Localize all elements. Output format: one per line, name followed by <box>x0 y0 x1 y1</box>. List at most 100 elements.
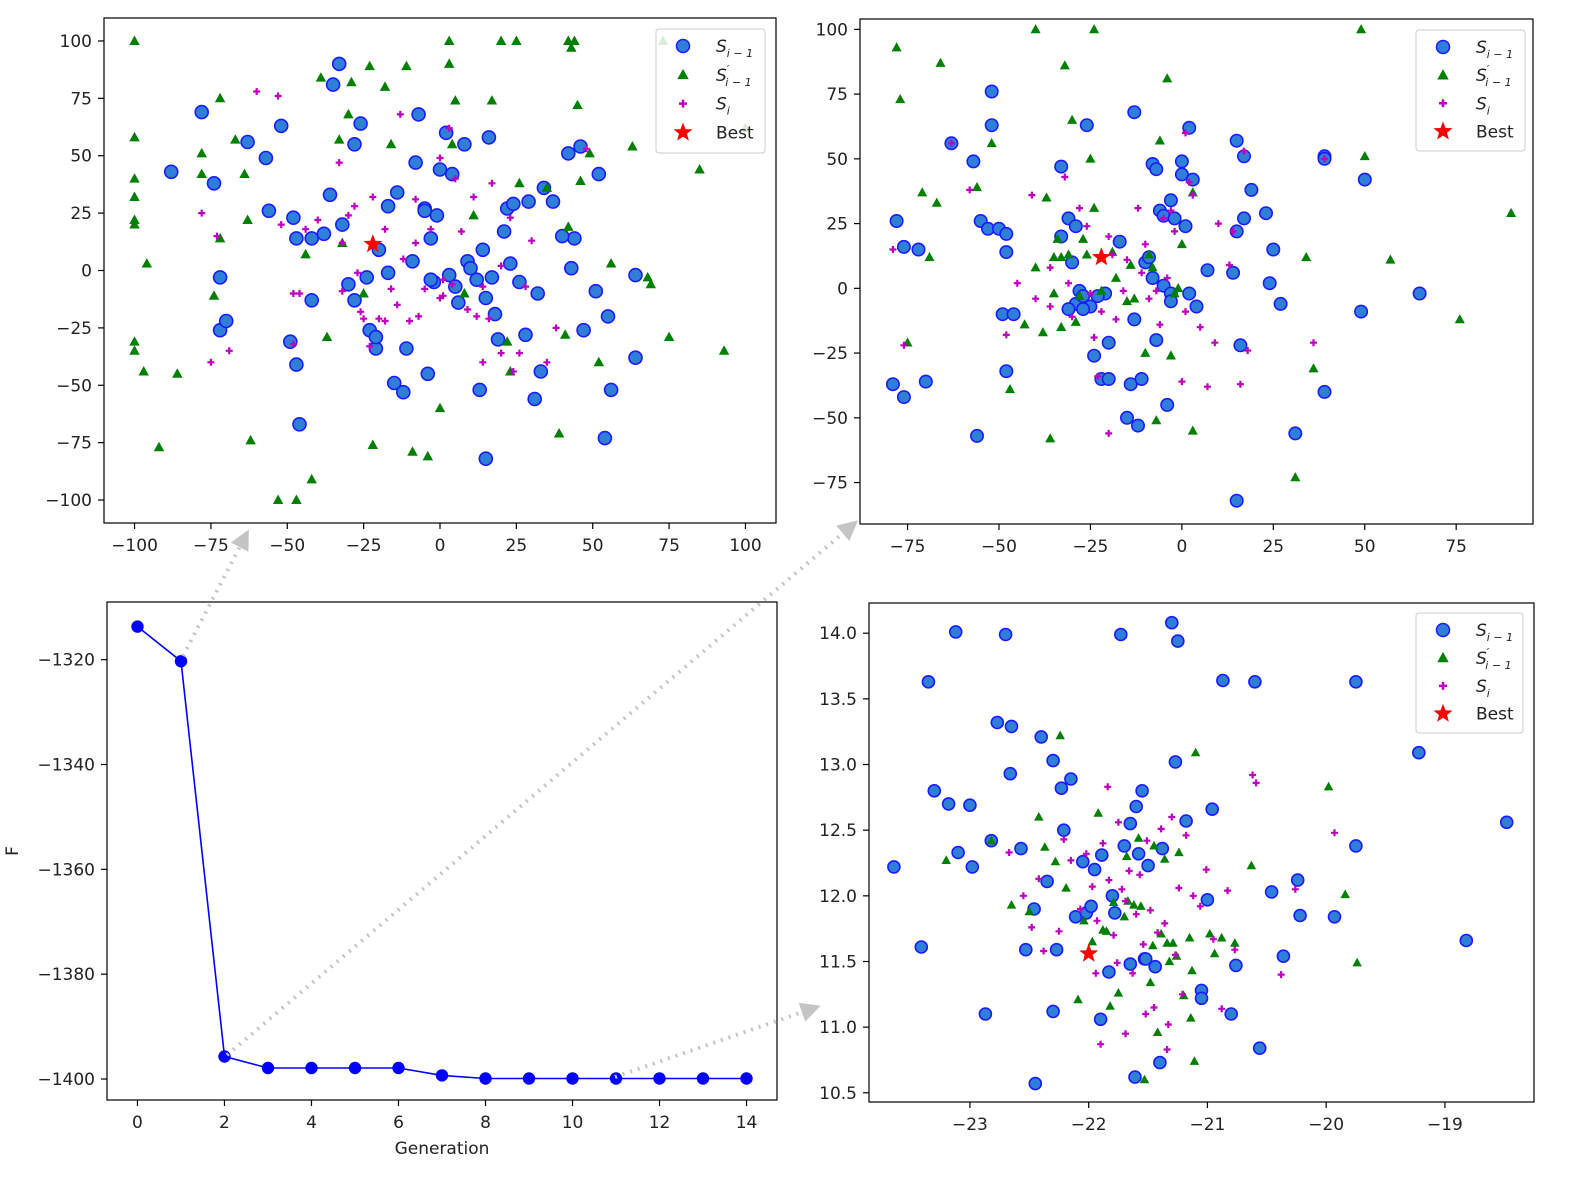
s-i-point <box>302 225 310 233</box>
s-prev-point <box>304 292 320 308</box>
s-prime-point <box>1176 239 1187 249</box>
s-prime-point <box>1059 60 1070 70</box>
fitness-point <box>218 1050 231 1063</box>
s-i-point <box>1310 339 1317 347</box>
legend-marker-s-prev <box>1435 39 1451 55</box>
s-i-point <box>479 283 487 291</box>
s-prev-point <box>484 270 500 285</box>
s-prev-point <box>1148 959 1162 974</box>
s-prev-point <box>1171 634 1185 648</box>
scatter-panel-gen11: −23 −22 −21 −20 −19 14.0 13.5 13.0 12.5 12.0 11.5 1… <box>819 602 1535 1135</box>
s-prev-point <box>1145 270 1160 285</box>
s-i-point <box>552 324 560 332</box>
s-prime-point <box>917 187 928 197</box>
s-prev-point <box>588 283 604 299</box>
s-prime-point <box>1173 283 1184 293</box>
s-prev-point <box>533 364 549 379</box>
s-prev-point <box>889 214 904 229</box>
s-prime-point <box>1037 327 1048 337</box>
s-prime-point <box>559 329 571 339</box>
s-prime-point <box>1174 847 1184 857</box>
s-prime-point <box>1209 948 1220 958</box>
s-prime-point <box>1352 957 1362 967</box>
y-tick-label: −50 <box>812 409 848 429</box>
s-prime-point <box>291 494 302 504</box>
x-tick-label: −75 <box>890 537 926 557</box>
s-i-point <box>1182 831 1190 839</box>
s-prime-point <box>642 271 653 282</box>
s-prime-point <box>1147 262 1158 272</box>
s-i-point <box>1097 1040 1105 1048</box>
s-prev-point <box>399 341 414 356</box>
s-prev-point <box>1131 846 1146 861</box>
s-prime-point <box>1056 321 1067 332</box>
fitness-point <box>348 1061 362 1075</box>
s-i-point <box>289 290 297 297</box>
s-prev-point <box>304 231 320 246</box>
s-i-point <box>1105 233 1113 240</box>
s-prime-point <box>1045 433 1056 443</box>
s-i-point <box>427 225 435 233</box>
s-prev-point <box>1093 1012 1108 1027</box>
s-prev-point <box>1123 377 1138 392</box>
s-i-point <box>947 139 955 147</box>
s-i-point <box>1134 204 1142 212</box>
x-tick-label: −50 <box>269 536 305 556</box>
s-prev-point <box>472 382 488 398</box>
s-i-point <box>497 349 505 357</box>
s-prime-point <box>1165 350 1176 360</box>
s-prime-point <box>1139 1074 1150 1084</box>
s-prev-point <box>887 860 901 874</box>
s-prime-point <box>1061 883 1071 892</box>
s-prev-point <box>496 224 512 239</box>
s-i-point <box>1032 295 1040 303</box>
legend-marker-s-i <box>1439 99 1447 108</box>
s-prime-point <box>1301 252 1312 262</box>
legend-marker-s-prime <box>677 68 689 80</box>
s-prev-point <box>567 231 582 246</box>
s-prev-point <box>1129 799 1143 814</box>
s-prev-point <box>1163 193 1178 208</box>
s-prev-point <box>1046 753 1060 768</box>
s-i-point <box>473 312 481 320</box>
s-prev-point <box>1046 1004 1060 1019</box>
s-prev-point <box>395 384 411 400</box>
s-i-point <box>1168 813 1176 821</box>
legend-marker-best <box>1433 703 1453 722</box>
s-i-point <box>1118 885 1126 893</box>
s-prime-point <box>553 428 565 438</box>
s-prev-point <box>1229 493 1244 508</box>
s-i-point <box>1163 1046 1171 1053</box>
s-prev-point <box>353 116 368 131</box>
x-tick-label: −25 <box>346 536 382 556</box>
y-tick-label: 11.5 <box>819 952 857 972</box>
s-prev-point <box>423 272 439 288</box>
s-prime-point <box>569 35 580 45</box>
s-prev-point <box>998 627 1013 642</box>
x-axis-label-generation: Generation <box>395 1139 490 1159</box>
s-prev-point <box>289 357 304 372</box>
s-prime-point <box>1149 840 1159 850</box>
legend-marker-s-prime <box>1437 69 1449 80</box>
s-prev-point <box>1252 1041 1267 1055</box>
s-prime-point <box>1089 24 1100 34</box>
s-i-point <box>399 255 407 263</box>
s-prev-point <box>1034 730 1048 744</box>
s-prev-point <box>1179 814 1193 828</box>
s-i-point <box>1164 1021 1172 1028</box>
s-prime-point <box>230 134 241 144</box>
s-prime-point <box>208 290 220 300</box>
s-prime-point <box>1145 977 1156 987</box>
s-i-point <box>448 280 456 288</box>
s-i-point <box>1291 885 1299 893</box>
s-i-point <box>451 175 459 183</box>
s-i-point <box>412 239 420 247</box>
s-prev-point <box>885 377 900 392</box>
s-i-point <box>338 239 346 247</box>
s-prev-point <box>1054 781 1069 796</box>
s-i-point <box>1182 129 1189 137</box>
y-tick-label: 13.0 <box>819 756 857 776</box>
s-prev-point <box>457 137 472 152</box>
s-i-point <box>485 315 493 323</box>
s-prime-point <box>446 138 458 149</box>
